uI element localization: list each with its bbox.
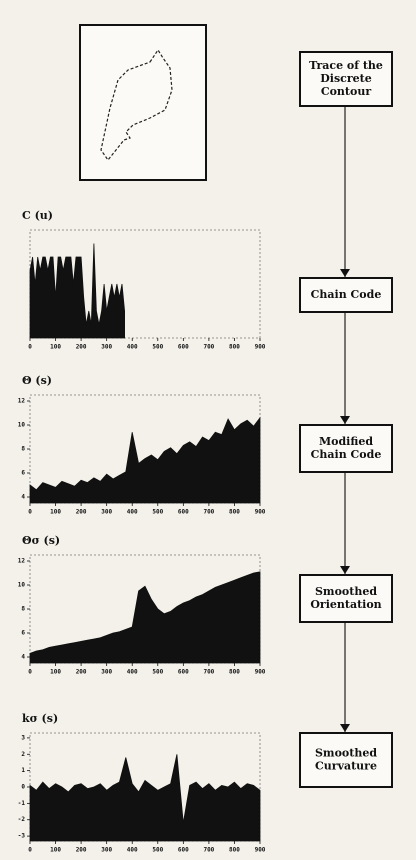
x-tick-label: 500	[152, 669, 163, 676]
x-tick-label: 100	[50, 509, 61, 516]
x-tick-label: 500	[152, 847, 163, 854]
y-tick-label: 8	[21, 446, 25, 453]
x-tick-label: 900	[255, 669, 266, 676]
y-tick-label: 2	[21, 751, 25, 758]
x-tick-label: 100	[50, 344, 61, 351]
y-tick-label: 8	[21, 606, 25, 613]
x-tick-label: 100	[50, 669, 61, 676]
x-tick-label: 600	[178, 509, 189, 516]
figure: Trace of theDiscreteContourChain CodeMod…	[0, 0, 416, 860]
x-tick-label: 200	[76, 344, 87, 351]
y-tick-label: 10	[18, 422, 26, 429]
x-tick-label: 900	[255, 509, 266, 516]
x-tick-label: 300	[101, 344, 112, 351]
flow-box-label: Modified	[319, 435, 373, 448]
y-tick-label: -3	[18, 833, 26, 840]
flow-box-label: Trace of the	[309, 59, 383, 72]
flow-box-label: Discrete	[320, 72, 371, 85]
x-tick-label: 800	[229, 669, 240, 676]
x-tick-label: 800	[229, 344, 240, 351]
flow-box-label: Curvature	[315, 760, 377, 773]
y-tick-label: 6	[21, 470, 25, 477]
x-tick-label: 0	[28, 344, 32, 351]
x-tick-label: 700	[203, 509, 214, 516]
x-tick-label: 300	[101, 509, 112, 516]
x-tick-label: 900	[255, 344, 266, 351]
x-tick-label: 0	[28, 669, 32, 676]
y-tick-label: 3	[21, 734, 25, 741]
flow-box-label: Smoothed	[315, 585, 377, 598]
flow-box-label: Chain Code	[311, 448, 382, 461]
y-tick-label: 1	[21, 767, 25, 774]
y-tick-label: -1	[18, 800, 26, 807]
chart-title: Θ (s)	[22, 374, 52, 387]
x-tick-label: 800	[229, 847, 240, 854]
flow-box-label: Orientation	[310, 598, 381, 611]
x-tick-label: 300	[101, 669, 112, 676]
x-tick-label: 0	[28, 509, 32, 516]
flow-box-label: Chain Code	[311, 288, 382, 301]
y-tick-label: 4	[21, 494, 25, 501]
flow-box-label: Smoothed	[315, 747, 377, 760]
x-tick-label: 600	[178, 847, 189, 854]
flow-box-label: Contour	[321, 85, 372, 98]
x-tick-label: 700	[203, 847, 214, 854]
x-tick-label: 500	[152, 344, 163, 351]
y-tick-label: 4	[21, 654, 25, 661]
y-tick-label: 6	[21, 630, 25, 637]
x-tick-label: 300	[101, 847, 112, 854]
x-tick-label: 400	[127, 509, 138, 516]
x-tick-label: 200	[76, 847, 87, 854]
y-tick-label: 0	[21, 784, 25, 791]
x-tick-label: 900	[255, 847, 266, 854]
x-tick-label: 200	[76, 669, 87, 676]
y-tick-label: -2	[18, 816, 26, 823]
chart-title: C (u)	[22, 209, 53, 222]
x-tick-label: 800	[229, 509, 240, 516]
x-tick-label: 400	[127, 847, 138, 854]
x-tick-label: 600	[178, 344, 189, 351]
x-tick-label: 600	[178, 669, 189, 676]
x-tick-label: 700	[203, 344, 214, 351]
x-tick-label: 500	[152, 509, 163, 516]
chart-title: Θσ (s)	[22, 534, 60, 547]
chart-title: kσ (s)	[22, 712, 58, 725]
x-tick-label: 0	[28, 847, 32, 854]
x-tick-label: 400	[127, 669, 138, 676]
contour-frame	[80, 25, 206, 180]
y-tick-label: 10	[18, 582, 26, 589]
x-tick-label: 400	[127, 344, 138, 351]
y-tick-label: 12	[18, 558, 26, 565]
y-tick-label: 12	[18, 398, 26, 405]
x-tick-label: 100	[50, 847, 61, 854]
x-tick-label: 200	[76, 509, 87, 516]
x-tick-label: 700	[203, 669, 214, 676]
